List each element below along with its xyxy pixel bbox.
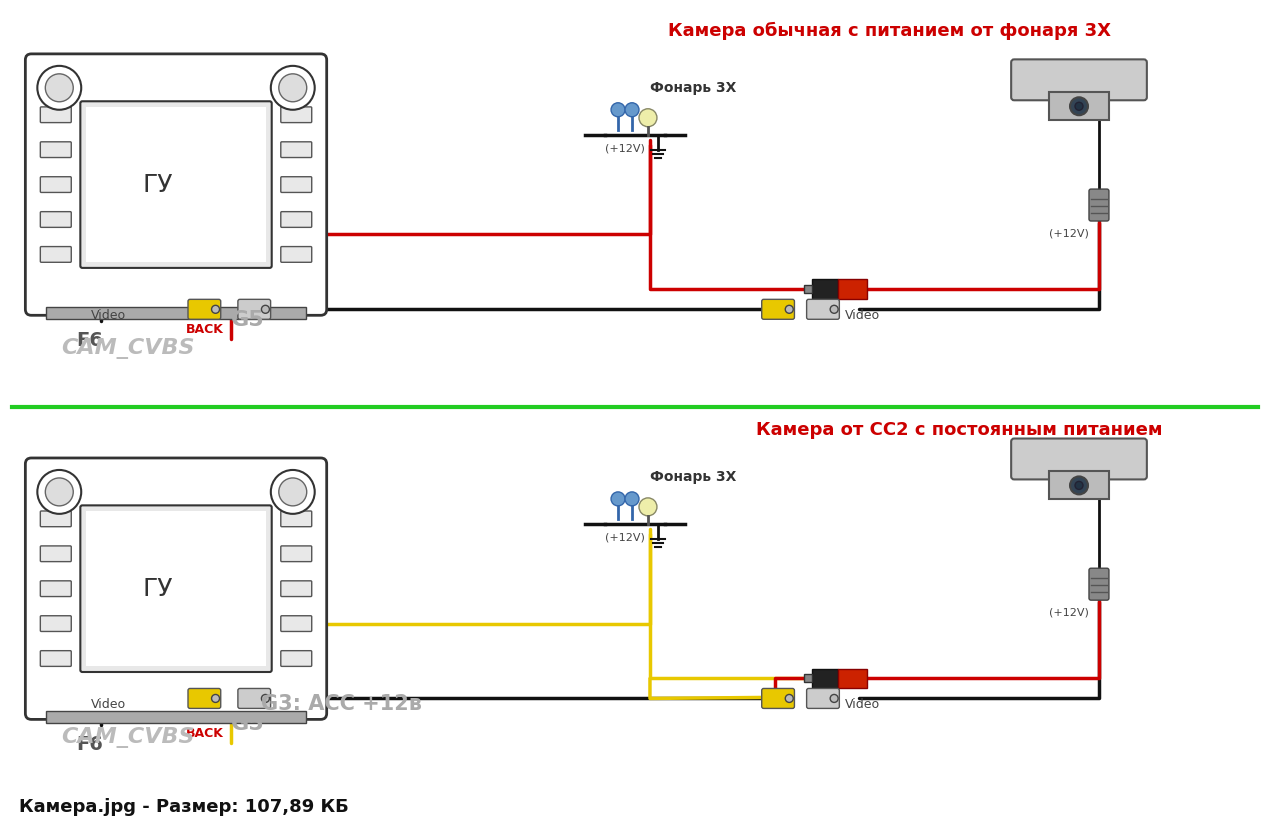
Text: Video: Video [845,699,880,712]
FancyBboxPatch shape [762,300,795,319]
FancyBboxPatch shape [41,107,71,122]
Circle shape [262,305,269,314]
Text: F6: F6 [76,331,103,351]
Circle shape [611,492,625,506]
Bar [46,712,306,723]
FancyBboxPatch shape [281,616,311,631]
Circle shape [1071,476,1088,494]
Text: F6: F6 [76,736,103,754]
Text: Фонарь 3Х: Фонарь 3Х [650,80,737,94]
Circle shape [785,695,794,703]
FancyBboxPatch shape [281,107,311,122]
FancyBboxPatch shape [188,689,221,709]
Text: Камера обычная с питанием от фонаря 3Х: Камера обычная с питанием от фонаря 3Х [668,22,1111,40]
Text: Video: Video [845,310,880,323]
Circle shape [46,478,74,506]
Circle shape [831,695,838,703]
Text: Фонарь 3Х: Фонарь 3Х [650,470,737,484]
Circle shape [611,103,625,117]
FancyBboxPatch shape [281,177,311,192]
Text: ГУ: ГУ [142,576,173,601]
FancyBboxPatch shape [281,546,311,562]
FancyBboxPatch shape [1011,59,1147,100]
Bar [1049,471,1109,499]
Circle shape [212,305,220,314]
FancyBboxPatch shape [41,246,71,262]
FancyBboxPatch shape [41,511,71,527]
FancyBboxPatch shape [1088,568,1109,600]
FancyBboxPatch shape [237,689,271,709]
FancyBboxPatch shape [1088,189,1109,221]
Bar [812,279,838,300]
Bar [86,108,265,262]
Circle shape [37,470,81,514]
Circle shape [639,108,657,126]
Bar [838,279,867,300]
Text: (+12V): (+12V) [1049,608,1088,617]
Bar [804,675,812,682]
Circle shape [46,74,74,102]
Text: Камера.jpg - Размер: 107,89 КБ: Камера.jpg - Размер: 107,89 КБ [19,798,349,816]
Text: BACK: BACK [185,727,224,741]
Text: G5: G5 [231,714,264,734]
Bar [46,307,306,319]
FancyBboxPatch shape [41,546,71,562]
FancyBboxPatch shape [281,142,311,158]
FancyBboxPatch shape [281,511,311,527]
Circle shape [785,305,794,314]
FancyBboxPatch shape [41,177,71,192]
FancyBboxPatch shape [41,142,71,158]
Bar [838,668,867,689]
Circle shape [1074,103,1083,110]
FancyBboxPatch shape [281,580,311,597]
FancyBboxPatch shape [41,580,71,597]
Circle shape [625,492,639,506]
FancyBboxPatch shape [188,300,221,319]
FancyBboxPatch shape [41,616,71,631]
Text: (+12V): (+12V) [1049,228,1088,238]
Text: CAM_CVBS: CAM_CVBS [61,338,194,360]
Circle shape [625,103,639,117]
FancyBboxPatch shape [25,54,326,315]
FancyBboxPatch shape [806,689,839,709]
Circle shape [279,74,307,102]
Text: Video: Video [91,310,126,323]
Text: Камера от СС2 с постоянным питанием: Камера от СС2 с постоянным питанием [756,421,1162,439]
FancyBboxPatch shape [80,101,272,268]
FancyBboxPatch shape [762,689,795,709]
Text: BACK: BACK [185,323,224,337]
FancyBboxPatch shape [281,651,311,667]
Text: G5: G5 [231,310,264,330]
Circle shape [1074,481,1083,489]
Circle shape [1071,97,1088,115]
Text: (+12V): (+12V) [605,144,645,154]
FancyBboxPatch shape [1011,438,1147,479]
Text: CAM_CVBS: CAM_CVBS [61,727,194,748]
Circle shape [212,695,220,703]
FancyBboxPatch shape [25,458,326,719]
Circle shape [831,305,838,314]
FancyBboxPatch shape [281,246,311,262]
FancyBboxPatch shape [806,300,839,319]
Bar [1049,92,1109,120]
Circle shape [37,66,81,110]
Text: G3: АСС +12в: G3: АСС +12в [260,695,422,714]
Bar [804,286,812,293]
FancyBboxPatch shape [281,212,311,227]
Circle shape [639,498,657,516]
FancyBboxPatch shape [237,300,271,319]
Text: (+12V): (+12V) [605,533,645,543]
Circle shape [271,470,315,514]
Bar [86,511,265,666]
Circle shape [279,478,307,506]
FancyBboxPatch shape [41,651,71,667]
Circle shape [271,66,315,110]
Circle shape [262,695,269,703]
FancyBboxPatch shape [80,506,272,672]
FancyBboxPatch shape [41,212,71,227]
Bar [812,668,838,689]
Text: ГУ: ГУ [142,172,173,196]
Text: Video: Video [91,699,126,712]
